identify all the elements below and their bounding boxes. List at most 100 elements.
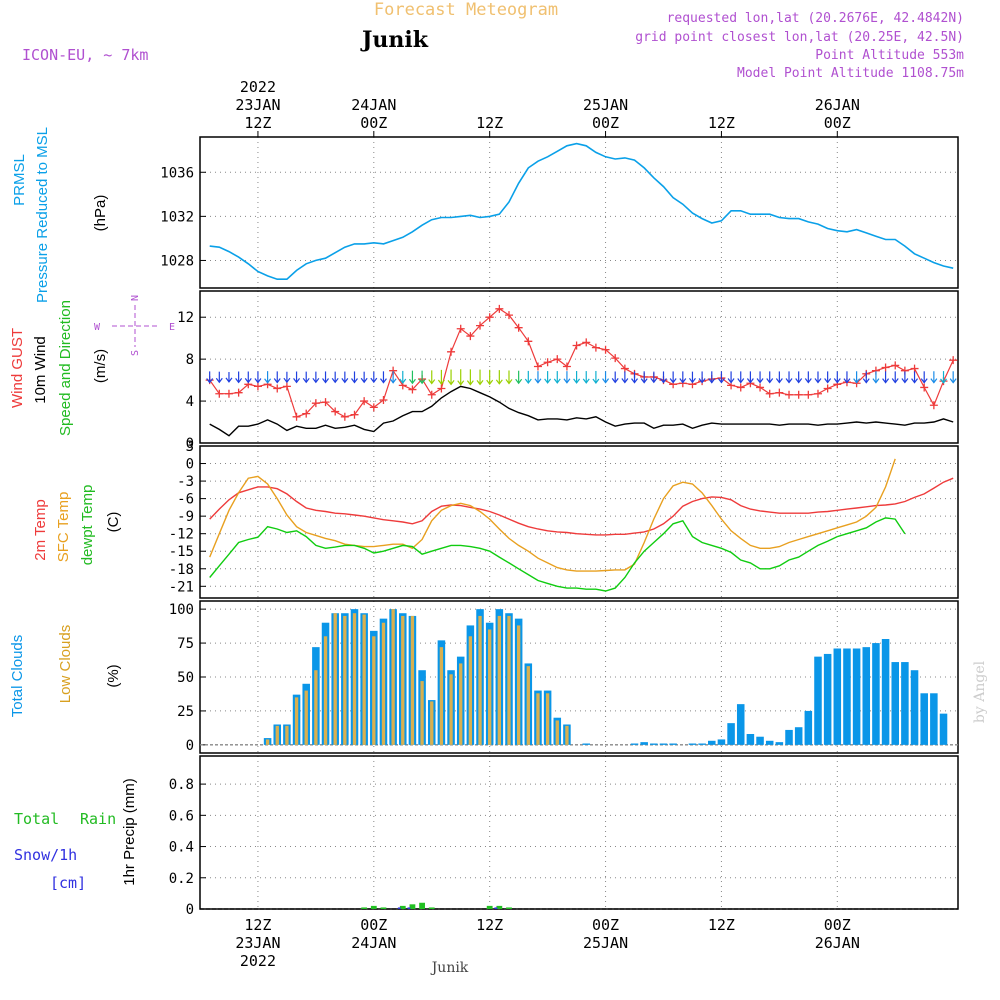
wind-arrow-head	[573, 378, 581, 384]
wind-gust-marker	[929, 401, 938, 410]
top-time-label: 26JAN	[815, 96, 860, 114]
top-time-label: 25JAN	[583, 96, 628, 114]
low-cloud-bar	[381, 622, 386, 745]
low-cloud-bar	[449, 674, 453, 745]
wind-gust-marker	[591, 343, 600, 352]
low-cloud-bar	[439, 647, 444, 745]
wind-gust-marker	[504, 311, 513, 320]
wind-arrow-head	[312, 377, 320, 384]
temp-sfc-line	[209, 458, 896, 572]
model-altitude: Model Point Altitude 1108.75m	[737, 66, 964, 81]
wind-gust-marker	[331, 407, 340, 416]
total-cloud-bar	[891, 662, 900, 745]
wind-ytick-label: 0	[186, 436, 194, 452]
wind-arrow-head	[833, 378, 841, 384]
total-cloud-bar	[717, 739, 726, 745]
temp-ytick-label: -3	[177, 474, 194, 490]
temp-ytick-label: -12	[169, 527, 194, 543]
low-cloud-bar	[265, 739, 270, 745]
clouds-ytick-label: 50	[177, 670, 194, 686]
wind-arrow-head	[273, 378, 281, 384]
rain-bar	[399, 905, 406, 909]
wind-arrow-head	[553, 378, 561, 384]
wind-arrow-head	[592, 378, 600, 384]
low-cloud-bar	[478, 615, 482, 745]
wind-gust-marker	[601, 345, 610, 354]
wind-gust-marker	[495, 304, 504, 313]
temp-ytick-label: -15	[169, 544, 194, 560]
wind-arrow-head	[737, 378, 745, 384]
rain-bar	[409, 904, 416, 909]
bottom-time-label: 25JAN	[583, 934, 628, 952]
clouds-ytick-label: 75	[177, 636, 194, 652]
clouds-total-label: Total Clouds	[9, 635, 26, 718]
rain-bar	[496, 905, 503, 909]
pressure-ytick-label: 1028	[160, 253, 194, 269]
total-cloud-bar	[833, 648, 842, 745]
wind-arrow-head	[486, 379, 494, 386]
rain-bar	[428, 907, 435, 909]
wind-gust-marker	[736, 383, 745, 392]
wind-speed-line	[209, 385, 954, 437]
total-cloud-bar	[727, 723, 735, 745]
temp-ytick-label: 0	[186, 457, 194, 473]
wind-arrow-head	[476, 379, 484, 386]
watermark: by Angel	[972, 660, 988, 723]
wind-frame	[199, 290, 959, 444]
plot-layer: 1028103210360481230-3-6-9-12-15-18-21025…	[160, 78, 959, 970]
total-cloud-bar	[881, 639, 890, 745]
wind-gust-marker	[360, 397, 369, 406]
wind-gust-marker	[253, 382, 262, 391]
wind-gust-marker	[533, 362, 542, 371]
precip-cm-label: [cm]	[50, 874, 86, 892]
low-cloud-bar	[314, 670, 318, 745]
wind-arrow-head	[293, 378, 301, 384]
total-cloud-bar	[765, 740, 774, 745]
low-cloud-bar	[555, 720, 559, 745]
low-cloud-bar	[430, 701, 434, 745]
wind-arrow-head	[283, 377, 291, 384]
wind-gust-marker	[476, 321, 485, 330]
wind-gust-marker	[765, 389, 774, 398]
temp-ytick-label: -9	[177, 509, 194, 525]
wind-arrow-head	[795, 378, 803, 384]
low-cloud-bar	[545, 693, 550, 745]
temp-dewpt-label: dewpt Temp	[79, 485, 96, 566]
wind-arrow-head	[447, 380, 455, 386]
temp-ytick-label: -21	[169, 579, 194, 595]
bottom-time-label: 00Z	[360, 916, 387, 934]
wind-arrow-head	[717, 378, 725, 384]
wind-arrow-head	[264, 378, 272, 384]
wind-arrow-head	[746, 378, 754, 384]
pressure-line	[209, 142, 954, 280]
wind-gust-marker	[282, 382, 291, 391]
wind-gust-marker	[881, 363, 890, 372]
wind-gust-marker	[447, 347, 456, 356]
low-cloud-bar	[536, 693, 540, 745]
top-time-label: 00Z	[360, 114, 387, 132]
temp-ytick-label: -6	[177, 492, 194, 508]
wind-gust-marker	[775, 388, 784, 397]
temp-ytick-label: 3	[186, 439, 194, 455]
low-cloud-bar	[468, 636, 473, 745]
wind-gust-marker	[553, 355, 562, 364]
wind-unit: (m/s)	[92, 349, 109, 383]
low-cloud-bar	[391, 609, 395, 745]
wind-gust-marker	[794, 390, 803, 399]
wind-arrow-head	[515, 378, 523, 385]
wind-gust-marker	[215, 389, 224, 398]
rain-bar	[380, 907, 387, 909]
temp-2m-line	[209, 477, 954, 536]
total-cloud-bar	[901, 662, 909, 745]
low-cloud-bar	[343, 615, 347, 745]
total-cloud-bar	[640, 742, 648, 745]
wind-arrow-head	[235, 378, 243, 384]
temp-frame	[199, 445, 959, 599]
wind-arrow-head	[911, 378, 919, 384]
total-cloud-bar	[775, 742, 784, 745]
wind-arrow-head	[215, 377, 223, 384]
low-cloud-bar	[401, 615, 405, 745]
total-cloud-bar	[843, 648, 851, 745]
wind-gust-marker	[920, 383, 929, 392]
low-cloud-bar	[333, 613, 337, 745]
